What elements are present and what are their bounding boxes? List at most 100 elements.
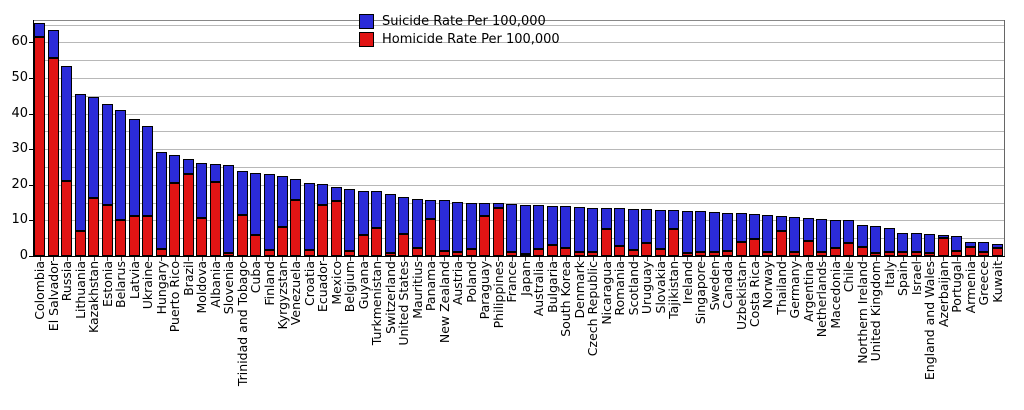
bar-homicide-latvia [128,216,140,256]
bar-suicide-armenia [964,241,976,248]
bar-homicide-poland [465,249,477,256]
x-label-azerbaijan: Azerbaijan [935,261,951,328]
x-axis-tick-russia [66,257,68,261]
x-label-romania: Romania [612,261,628,316]
x-axis-tick-northern-ireland [862,257,864,261]
x-axis-tick-hungary [161,257,163,261]
x-axis-tick-el-salvador [53,257,55,261]
bar-homicide-finland [263,249,275,256]
bar-suicide-costa-rica [749,214,760,239]
bar-homicide-kuwait [991,248,1003,256]
bar-homicide-venezuela [290,200,302,256]
bar-suicide-england-and-wales [924,233,936,254]
bar-suicide-greece [978,242,990,253]
y-axis-label-60: 60 [11,34,28,50]
x-label-netherlands: Netherlands [814,261,830,338]
x-label-tajikistan: Tajikistan [666,261,682,319]
x-label-colombia: Colombia [32,261,48,320]
x-label-south-korea: South Korea [558,261,574,337]
bar-suicide-kyrgyzstan [276,176,288,227]
x-axis-tick-new-zealand [444,257,446,261]
bar-suicide-scotland [627,208,639,250]
bar-suicide-el-salvador [47,29,59,59]
x-label-germany: Germany [787,261,803,319]
bar-suicide-united-states [398,196,410,235]
x-axis-tick-united-states [403,257,405,261]
x-axis-tick-kazakhstan [93,257,95,261]
bar-homicide-macedonia [829,248,841,256]
bar-suicide-singapore [695,211,707,252]
x-axis-tick-scotland [633,257,635,261]
bar-homicide-italy [883,252,895,256]
bar-suicide-slovenia [223,165,235,253]
bar-homicide-philippines [492,208,504,256]
gridline-60 [33,42,1004,44]
gridline-25 [33,167,1004,168]
bar-homicide-greece [978,252,990,256]
bar-homicide-uruguay [641,243,653,256]
bar-homicide-northern-ireland [856,247,868,256]
bar-homicide-puerto-rico [169,183,181,256]
x-label-sweden: Sweden [706,261,722,311]
bar-suicide-puerto-rico [169,154,181,184]
x-axis-tick-turkmenistan [376,257,378,261]
x-label-ecuador: Ecuador [315,261,331,313]
x-label-australia: Australia [531,261,547,317]
bar-suicide-chile [843,220,855,244]
x-label-slovakia: Slovakia [652,261,668,314]
bar-homicide-cuba [250,234,262,256]
x-axis-tick-mauritius [417,257,419,261]
bar-homicide-kazakhstan [88,197,100,256]
bar-suicide-poland [465,202,477,250]
bar-suicide-trinidad-and-tobago [236,170,248,215]
bar-suicide-united-kingdom [870,226,882,254]
y-axis-line [33,20,34,257]
bar-suicide-albania [209,164,221,182]
x-label-portugal: Portugal [949,261,965,313]
bar-homicide-albania [209,181,221,256]
y-axis-label-30: 30 [11,141,28,157]
bar-suicide-panama [425,199,437,219]
y-axis-label-50: 50 [11,70,28,85]
x-axis-tick-mexico [336,257,338,261]
x-axis-tick-portugal [956,257,958,261]
x-axis-tick-norway [767,257,769,261]
x-label-argentina: Argentina [800,261,816,322]
bar-homicide-ireland [681,252,693,256]
x-axis-tick-sweden [714,257,716,261]
x-axis-tick-spain [902,257,904,261]
bar-homicide-belarus [115,219,127,256]
x-axis-tick-nicaragua [606,257,608,261]
x-label-estonia: Estonia [99,261,115,308]
x-axis-tick-uruguay [646,257,648,261]
bar-suicide-italy [883,227,895,253]
bar-suicide-norway [762,215,774,253]
x-axis-tick-venezuela [295,257,297,261]
x-axis-tick-azerbaijan [943,257,945,261]
x-axis-tick-kuwait [997,257,999,261]
bar-homicide-croatia [303,249,315,256]
bar-suicide-spain [897,232,909,253]
x-axis-tick-switzerland [390,257,392,261]
bar-homicide-costa-rica [749,238,760,256]
y-axis-tick-60 [29,42,33,44]
y-axis-tick-50 [29,78,33,79]
x-axis-tick-israel [916,257,918,261]
y-axis-tick-20 [29,184,33,186]
x-label-croatia: Croatia [301,261,317,306]
bar-suicide-denmark [573,206,585,252]
x-label-japan: Japan [517,261,533,296]
bar-homicide-tajikistan [668,229,680,256]
bar-homicide-nicaragua [600,229,612,256]
x-axis-tick-colombia [39,257,41,261]
x-axis-tick-moldova [201,257,203,261]
x-label-chile: Chile [841,261,857,293]
x-axis-tick-uzbekistan [741,257,743,261]
x-label-el-salvador: El Salvador [45,261,61,332]
bar-homicide-uzbekistan [735,241,747,256]
gridline-45 [33,95,1004,97]
bar-homicide-azerbaijan [937,238,949,256]
gridline-20 [33,184,1004,186]
bar-homicide-trinidad-and-tobago [236,214,248,256]
